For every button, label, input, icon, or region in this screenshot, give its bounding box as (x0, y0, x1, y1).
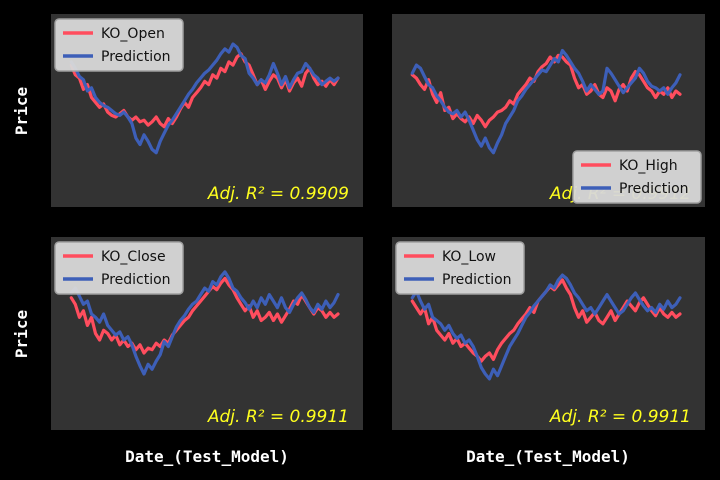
subplot-1: Adj. R² = 0.9909 KO_Open Prediction (51, 14, 363, 207)
legend-label: KO_Low (442, 249, 496, 265)
legend-label: Prediction (619, 181, 689, 197)
r2-annotation: Adj. R² = 0.9911 (207, 407, 349, 427)
legend: KO_High Prediction (572, 150, 702, 204)
y-axis-label-bottom: Price (12, 310, 31, 358)
legend-label: KO_Close (101, 249, 166, 265)
y-axis-label-top: Price (12, 87, 31, 135)
series-line-prediction (410, 273, 682, 381)
legend-label: Prediction (101, 272, 171, 288)
x-axis-label-left: Date_(Test_Model) (125, 447, 289, 466)
x-axis-label-right: Date_(Test_Model) (466, 447, 630, 466)
r2-annotation: Adj. R² = 0.9911 (549, 407, 691, 427)
legend-label: KO_High (619, 158, 678, 174)
r2-annotation: Adj. R² = 0.9909 (207, 184, 349, 204)
legend-label: KO_Open (101, 26, 165, 42)
legend: KO_Open Prediction (54, 18, 184, 72)
legend: KO_Low Prediction (395, 241, 525, 295)
series-line-prediction (410, 48, 682, 155)
legend-label: Prediction (442, 272, 512, 288)
legend: KO_Close Prediction (54, 241, 184, 295)
series-line-prediction (69, 270, 340, 376)
legend-label: Prediction (101, 49, 171, 65)
series-line-prediction (69, 42, 340, 155)
subplot-3: Adj. R² = 0.9911 KO_Close Prediction (51, 237, 363, 430)
series-line-actual (410, 53, 682, 129)
subplot-4: Adj. R² = 0.9911 KO_Low Prediction (392, 237, 705, 430)
